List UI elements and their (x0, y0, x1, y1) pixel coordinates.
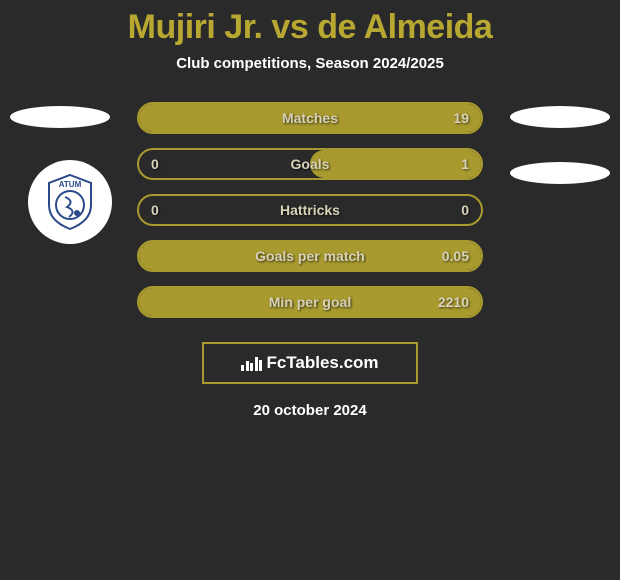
badge-logo-icon: ATUM (35, 167, 105, 237)
brand-box[interactable]: FcTables.com (202, 342, 418, 384)
badge-text: ATUM (59, 180, 82, 189)
subtitle: Club competitions, Season 2024/2025 (176, 55, 444, 72)
content-area: ATUM Matches 19 0 Goals 1 0 Hattricks 0 Goals pe… (0, 102, 620, 419)
main-container: Mujiri Jr. vs de Almeida Club competitio… (0, 0, 620, 419)
brand-name: FcTables.com (266, 353, 378, 373)
stat-label: Goals (291, 156, 330, 172)
stat-value-right: 2210 (438, 294, 469, 310)
stat-label: Matches (282, 110, 338, 126)
stat-row: 0 Goals 1 (137, 148, 483, 180)
stat-label: Hattricks (280, 202, 340, 218)
player-badge: ATUM (28, 160, 112, 244)
stat-row: 0 Hattricks 0 (137, 194, 483, 226)
stat-value-left: 0 (151, 202, 159, 218)
decor-ellipse-mid-right (510, 162, 610, 184)
page-title: Mujiri Jr. vs de Almeida (128, 8, 493, 47)
stat-label: Min per goal (269, 294, 351, 310)
stat-value-right: 1 (461, 156, 469, 172)
stat-row: Min per goal 2210 (137, 286, 483, 318)
stat-row: Matches 19 (137, 102, 483, 134)
footer-date: 20 october 2024 (253, 402, 366, 419)
decor-ellipse-right (510, 106, 610, 128)
stat-value-right: 0.05 (442, 248, 469, 264)
stat-fill (310, 150, 481, 178)
stat-label: Goals per match (255, 248, 365, 264)
decor-ellipse-left (10, 106, 110, 128)
stat-row: Goals per match 0.05 (137, 240, 483, 272)
stat-value-right: 0 (461, 202, 469, 218)
stat-value-right: 19 (453, 110, 469, 126)
stat-value-left: 0 (151, 156, 159, 172)
bars-icon (241, 355, 262, 371)
brand-label: FcTables.com (241, 353, 378, 373)
stats-list: Matches 19 0 Goals 1 0 Hattricks 0 Goals per mat… (137, 102, 483, 332)
